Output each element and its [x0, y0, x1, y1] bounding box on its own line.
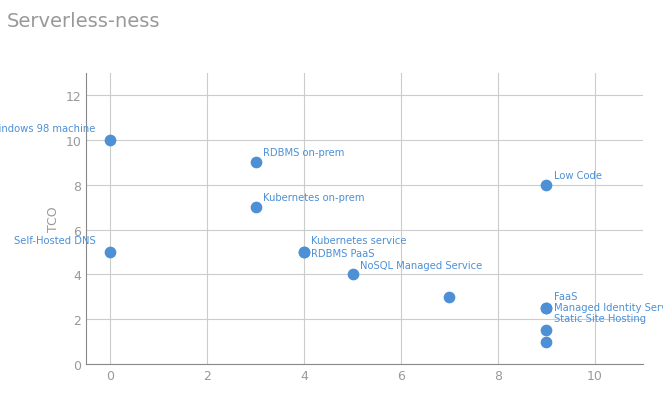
Text: RDBMS on-prem: RDBMS on-prem: [263, 148, 344, 158]
Text: Kubernetes service: Kubernetes service: [312, 235, 407, 245]
Point: [299, 249, 310, 256]
Point: [444, 294, 455, 300]
Text: That ancient on-prem Windows 98 machine: That ancient on-prem Windows 98 machine: [0, 124, 96, 133]
Text: Static Site Hosting: Static Site Hosting: [554, 313, 646, 323]
Point: [299, 249, 310, 256]
Point: [541, 327, 552, 334]
Point: [251, 160, 261, 166]
Text: Managed Identity Service: Managed Identity Service: [554, 302, 663, 312]
Text: NoSQL Managed Service: NoSQL Managed Service: [360, 261, 482, 271]
Text: RDBMS PaaS: RDBMS PaaS: [312, 248, 375, 258]
Text: Low Code: Low Code: [554, 170, 601, 180]
Point: [541, 305, 552, 311]
Text: Serverless-ness: Serverless-ness: [7, 12, 160, 31]
Point: [541, 338, 552, 345]
Y-axis label: TCO: TCO: [47, 206, 60, 231]
Point: [251, 204, 261, 211]
Text: Self-Hosted DNS: Self-Hosted DNS: [14, 235, 96, 245]
Point: [105, 249, 116, 256]
Point: [541, 305, 552, 311]
Text: Kubernetes on-prem: Kubernetes on-prem: [263, 193, 365, 202]
Point: [541, 182, 552, 189]
Point: [347, 272, 358, 278]
Text: FaaS: FaaS: [554, 291, 577, 301]
Point: [105, 137, 116, 144]
